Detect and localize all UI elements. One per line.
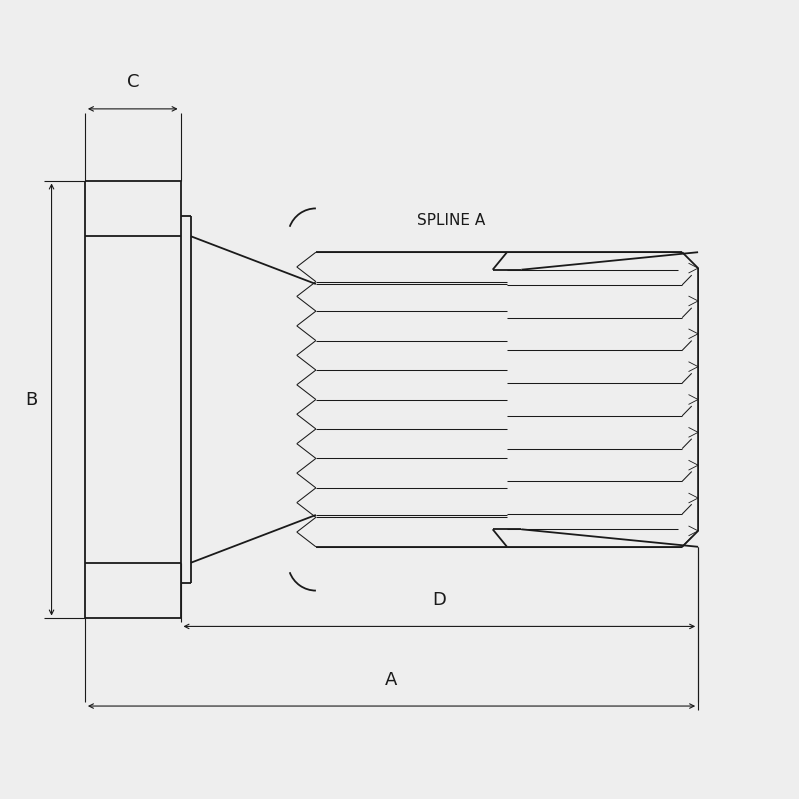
Text: SPLINE A: SPLINE A bbox=[417, 213, 485, 228]
Text: C: C bbox=[126, 74, 139, 91]
Text: A: A bbox=[385, 670, 398, 689]
Text: B: B bbox=[25, 391, 38, 408]
Text: D: D bbox=[432, 591, 447, 609]
